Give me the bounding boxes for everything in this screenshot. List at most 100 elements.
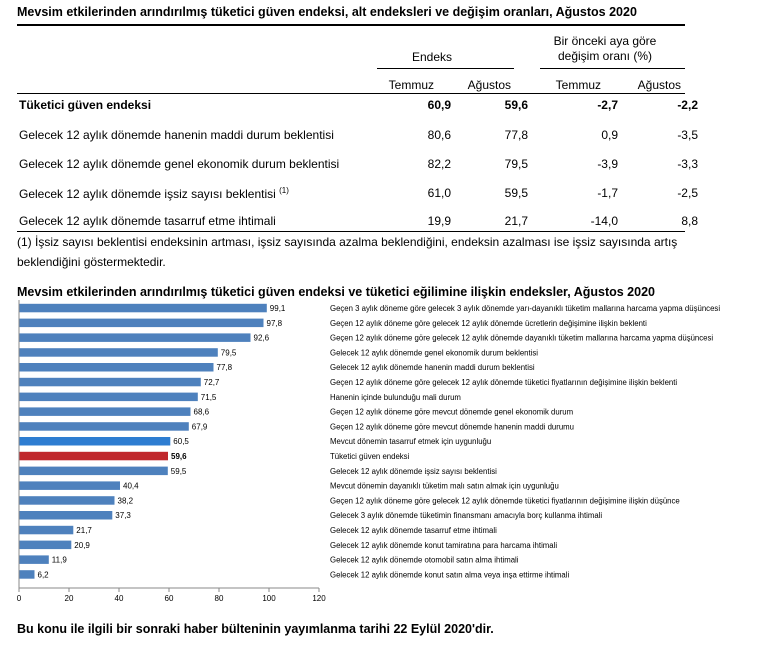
chart-bar	[19, 451, 168, 461]
cell-temmuz-index: 80,6	[427, 128, 451, 142]
bar-value-label: 67,9	[192, 422, 208, 431]
table-row: Gelecek 12 aylık dönemde hanenin maddi d…	[17, 125, 698, 145]
category-label: Mevcut dönemin tasarruf etmek için uygun…	[330, 437, 491, 446]
col-header-agustos-change: Ağustos	[637, 78, 681, 92]
bar-value-label: 60,5	[173, 437, 189, 446]
bar-value-label: 6,2	[38, 570, 50, 579]
cell-temmuz-index: 19,9	[427, 214, 451, 228]
cell-temmuz-index: 61,0	[427, 186, 451, 200]
header-group-rule-right	[540, 68, 685, 69]
category-label: Geçen 12 aylık döneme göre mevcut dönemd…	[330, 408, 573, 417]
category-label: Geçen 12 aylık döneme göre mevcut dönemd…	[330, 422, 574, 431]
category-label: Gelecek 12 aylık dönemde tasarruf etme i…	[330, 526, 497, 535]
table-row: Gelecek 12 aylık dönemde tasarruf etme i…	[17, 211, 698, 231]
cell-agustos-index: 59,6	[504, 98, 528, 112]
chart-bar	[19, 422, 189, 431]
chart-bar	[19, 318, 264, 328]
x-tick-label: 120	[312, 594, 326, 603]
footnote-marker: (1)	[279, 186, 289, 195]
category-label: Gelecek 12 aylık dönemde otomobil satın …	[330, 556, 519, 565]
cell-temmuz-change: -14,0	[590, 214, 618, 228]
category-label: Geçen 12 aylık döneme göre gelecek 12 ay…	[330, 319, 647, 328]
header-bottom-rule	[17, 93, 685, 94]
chart-bar	[19, 555, 49, 564]
category-label: Gelecek 12 aylık dönemde konut tamiratın…	[330, 541, 557, 550]
chart-bar	[19, 525, 74, 535]
bar-value-label: 59,5	[171, 467, 187, 476]
bar-value-label: 79,5	[221, 348, 237, 357]
bar-value-label: 20,9	[74, 541, 90, 550]
category-label: Geçen 12 aylık döneme göre gelecek 12 ay…	[330, 378, 677, 387]
x-tick-label: 0	[17, 594, 22, 603]
chart-bar	[19, 377, 201, 387]
chart-bar	[19, 496, 115, 505]
row-label: Gelecek 12 aylık dönemde tasarruf etme i…	[19, 214, 276, 228]
cell-temmuz-change: 0,9	[601, 128, 618, 142]
bar-value-label: 92,6	[254, 334, 270, 343]
x-tick-label: 80	[215, 594, 224, 603]
cell-agustos-index: 79,5	[504, 157, 528, 171]
x-tick-label: 60	[165, 594, 174, 603]
chart-bar	[19, 481, 120, 490]
category-label: Geçen 3 aylık döneme göre gelecek 3 aylı…	[330, 304, 720, 313]
cell-temmuz-index: 60,9	[427, 98, 451, 112]
row-label: Gelecek 12 aylık dönemde hanenin maddi d…	[19, 128, 334, 142]
bar-chart: 99,1 Geçen 3 aylık döneme göre gelecek 3 …	[17, 300, 720, 603]
cell-agustos-index: 77,8	[504, 128, 528, 142]
bar-value-label: 71,5	[201, 393, 217, 402]
chart-bar	[19, 466, 168, 476]
cell-agustos-index: 21,7	[504, 214, 528, 228]
chart-bar	[19, 511, 113, 520]
category-label: Gelecek 12 aylık dönemde genel ekonomik …	[330, 348, 538, 357]
category-label: Geçen 12 aylık döneme göre gelecek 12 ay…	[330, 496, 680, 505]
chart-bar	[19, 303, 267, 313]
row-label: Gelecek 12 aylık dönemde işsiz sayısı be…	[19, 186, 289, 201]
chart-bar	[19, 392, 198, 402]
cell-agustos-change: -3,3	[677, 157, 698, 171]
chart-bar	[19, 363, 214, 372]
category-label: Gelecek 12 aylık dönemde hanenin maddi d…	[330, 363, 535, 372]
category-label: Tüketici güven endeksi	[330, 452, 410, 461]
category-label: Gelecek 12 aylık dönemde konut satın alm…	[330, 570, 569, 579]
chart-title: Mevsim etkilerinden arındırılmış tüketic…	[17, 285, 655, 299]
header-change-group: Bir önceki aya göre değişim oranı (%)	[553, 34, 657, 63]
category-label: Geçen 12 aylık döneme göre gelecek 12 ay…	[330, 334, 713, 343]
bar-value-label: 59,6	[171, 452, 187, 461]
table-top-rule	[17, 24, 685, 26]
bar-value-label: 77,8	[217, 363, 233, 372]
table-row: Gelecek 12 aylık dönemde işsiz sayısı be…	[17, 183, 698, 203]
table-footnote: (1) İşsiz sayısı beklentisi endeksinin a…	[17, 235, 678, 269]
bar-value-label: 72,7	[204, 378, 220, 387]
cell-temmuz-change: -2,7	[597, 98, 618, 112]
bar-value-label: 11,9	[52, 556, 68, 565]
bar-value-label: 68,6	[194, 408, 210, 417]
col-header-temmuz-change: Temmuz	[555, 78, 601, 92]
cell-temmuz-index: 82,2	[427, 157, 451, 171]
row-label: Tüketici güven endeksi	[19, 98, 152, 112]
bar-value-label: 97,8	[267, 319, 283, 328]
bar-value-label: 21,7	[76, 526, 92, 535]
col-header-temmuz-index: Temmuz	[388, 78, 434, 92]
bar-value-label: 37,3	[115, 511, 131, 520]
cell-agustos-index: 59,5	[504, 186, 528, 200]
chart-bar	[19, 407, 191, 416]
cell-agustos-change: -2,2	[677, 98, 698, 112]
row-label: Gelecek 12 aylık dönemde genel ekonomik …	[19, 157, 340, 171]
x-tick-label: 20	[65, 594, 74, 603]
header-index-group: Endeks	[412, 50, 453, 64]
cell-agustos-change: -2,5	[677, 186, 698, 200]
category-label: Hanenin içinde bulunduğu mali durum	[330, 393, 461, 402]
table-bottom-rule	[17, 231, 685, 232]
table-title: Mevsim etkilerinden arındırılmış tüketic…	[17, 5, 637, 19]
chart-bar	[19, 570, 35, 579]
header-group-rule-left	[377, 68, 514, 69]
chart-bar	[19, 348, 218, 357]
category-label: Mevcut dönemin dayanıklı tüketim malı sa…	[330, 482, 559, 491]
cell-temmuz-change: -3,9	[597, 157, 618, 171]
x-tick-label: 40	[115, 594, 124, 603]
chart-bar	[19, 333, 251, 342]
chart-bar	[19, 540, 72, 550]
table-row: Gelecek 12 aylık dönemde genel ekonomik …	[17, 154, 698, 174]
cell-agustos-change: -3,5	[677, 128, 698, 142]
cell-agustos-change: 8,8	[681, 214, 698, 228]
